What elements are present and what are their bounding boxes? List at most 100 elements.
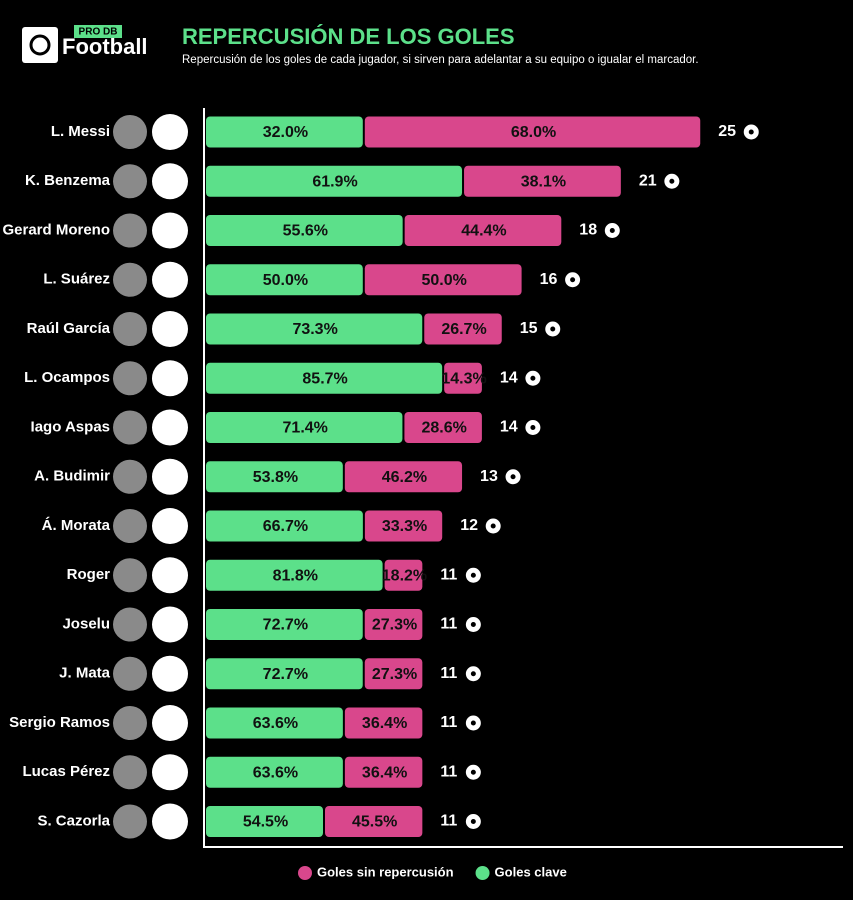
total-label: 12: [460, 517, 478, 534]
total-label: 11: [440, 616, 457, 633]
ball-patch: [490, 523, 496, 529]
value-label: 72.7%: [263, 617, 308, 634]
ball-patch: [470, 819, 476, 824]
value-label: 27.3%: [372, 666, 417, 683]
player-photo: [113, 164, 147, 199]
legend-label: Goles clave: [495, 864, 567, 879]
bar-segment: [206, 559, 383, 591]
player-photo: [113, 558, 147, 593]
bar-segment: [206, 461, 343, 493]
bar-segment: [206, 658, 363, 690]
value-label: 63.6%: [253, 764, 298, 781]
logo-icon: [22, 27, 58, 63]
bar-segment: [364, 510, 443, 542]
ball-patch: [669, 178, 675, 184]
legend-swatch: [298, 866, 312, 880]
player-photo: [113, 804, 147, 839]
total-label: 13: [480, 468, 498, 485]
ball-patch: [530, 425, 536, 430]
chart-subtitle: Repercusión de los goles de cada jugador…: [182, 54, 699, 66]
player-photo: [113, 361, 147, 396]
club-crest: [152, 261, 188, 298]
bar-segment: [206, 510, 363, 542]
logo-text: Football: [62, 34, 148, 59]
club-crest: [152, 705, 188, 741]
category-label: L. Messi: [51, 123, 110, 140]
value-label: 28.6%: [421, 420, 466, 437]
player-photo: [113, 656, 147, 691]
total-label: 11: [440, 566, 457, 583]
value-label: 55.6%: [283, 223, 328, 240]
value-label: 32.0%: [263, 124, 308, 141]
value-label: 61.9%: [312, 173, 357, 190]
bar-segment: [206, 362, 443, 394]
bar-segment: [404, 215, 562, 246]
total-label: 16: [540, 271, 558, 288]
bar-segment: [364, 116, 701, 148]
category-label: Gerard Moreno: [2, 221, 110, 238]
player-photo: [113, 459, 147, 494]
bar-segment: [344, 756, 423, 788]
bar-segment: [444, 362, 482, 394]
player-photo: [113, 262, 147, 297]
category-label: K. Benzema: [25, 172, 111, 189]
logo-badge: [74, 25, 122, 38]
bar-segment: [364, 609, 423, 640]
bar-segment: [206, 165, 463, 197]
ball-patch: [510, 474, 516, 480]
club-crest: [152, 508, 188, 544]
bar-segment: [344, 707, 423, 739]
bar-segment: [364, 658, 423, 690]
player-photo: [113, 755, 147, 790]
value-label: 63.6%: [253, 715, 298, 732]
legend-swatch: [475, 866, 490, 880]
player-photo: [113, 213, 147, 248]
value-label: 38.1%: [521, 173, 566, 190]
value-label: 27.3%: [372, 617, 417, 634]
bar-segment: [206, 756, 343, 788]
value-label: 50.0%: [263, 272, 308, 289]
value-label: 33.3%: [382, 518, 427, 535]
player-photo: [113, 410, 147, 445]
bar-segment: [384, 559, 423, 591]
category-label: Iago Aspas: [31, 418, 110, 435]
club-crest: [152, 360, 188, 397]
value-label: 46.2%: [382, 469, 427, 486]
total-label: 21: [639, 172, 657, 189]
bar-segment: [206, 412, 403, 443]
value-label: 54.5%: [243, 814, 288, 831]
chart-title: REPERCUSIÓN DE LOS GOLES: [182, 24, 515, 49]
club-crest: [152, 655, 188, 692]
value-label: 71.4%: [283, 420, 328, 437]
total-label: 11: [440, 813, 457, 830]
value-label: 36.4%: [362, 715, 407, 732]
club-crest: [152, 212, 188, 249]
category-label: Lucas Pérez: [22, 763, 110, 780]
bar-segment: [206, 806, 324, 837]
legend-label: Goles sin repercusión: [317, 864, 454, 879]
total-label: 14: [500, 419, 518, 436]
player-photo: [113, 607, 147, 642]
value-label: 85.7%: [302, 370, 347, 387]
club-crest: [152, 458, 188, 495]
ball-patch: [530, 375, 536, 381]
total-label: 11: [440, 665, 457, 682]
category-label: Roger: [67, 566, 111, 583]
value-label: 14.3%: [441, 370, 486, 387]
club-crest: [152, 606, 188, 643]
bar-segment: [206, 215, 403, 246]
ball-patch: [470, 769, 476, 775]
logo-badge-text: PRO DB: [79, 27, 118, 38]
ball-patch: [570, 277, 576, 283]
player-photo: [113, 312, 147, 346]
value-label: 73.3%: [292, 321, 337, 338]
ball-patch: [609, 228, 615, 233]
category-label: Joselu: [62, 615, 110, 632]
bar-segment: [206, 264, 363, 296]
club-crest: [152, 114, 188, 150]
value-label: 53.8%: [253, 469, 298, 486]
ball-patch: [748, 129, 754, 135]
value-label: 26.7%: [441, 321, 486, 338]
club-crest: [152, 754, 188, 791]
